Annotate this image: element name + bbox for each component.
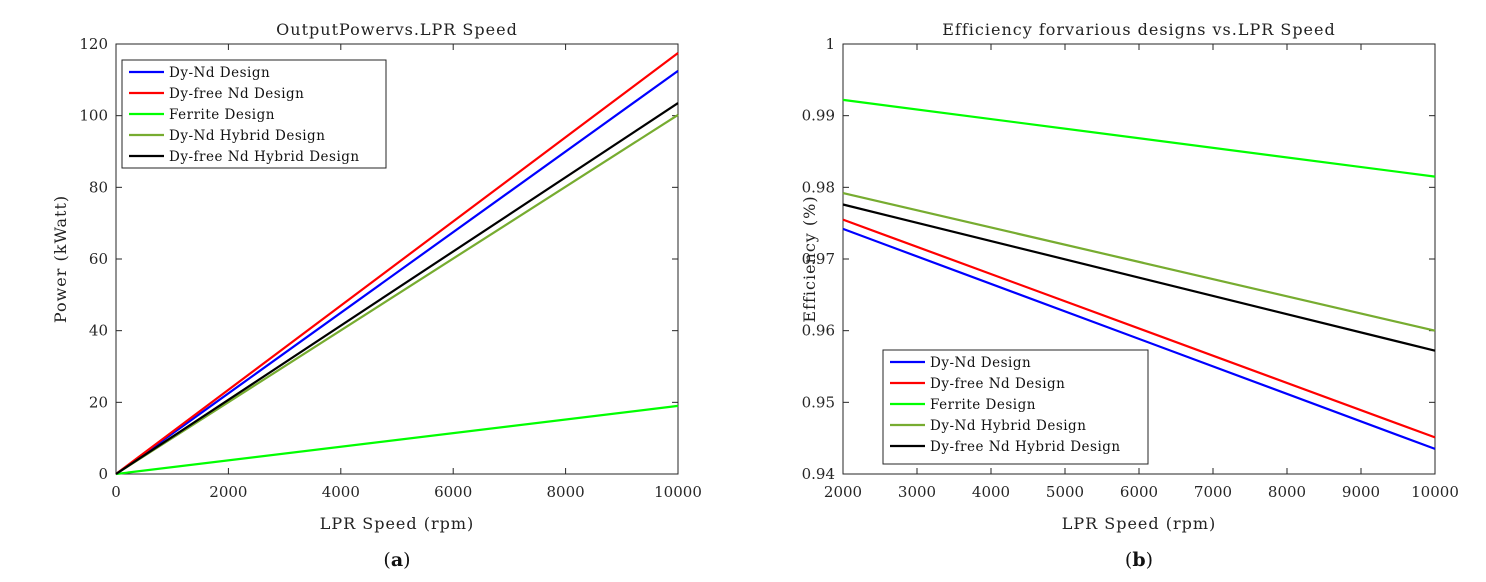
- y-tick-label: 120: [79, 35, 108, 53]
- caption-letter: b: [1132, 549, 1145, 571]
- series-line-dy-free-nd-design: [842, 218, 1436, 439]
- series-line-dy-free-nd-hybrid-design: [842, 203, 1436, 352]
- x-tick-label: 2000: [209, 483, 247, 501]
- y-tick-label: 0: [98, 465, 108, 483]
- series-line-dy-nd-design: [115, 70, 679, 475]
- x-axis-label: LPR Speed (rpm): [1062, 514, 1217, 533]
- x-tick-label: 2000: [824, 483, 862, 501]
- caption-open-paren: (: [383, 549, 390, 571]
- legend-entry: Dy-Nd Design: [169, 65, 270, 81]
- legend-entry: Dy-free Nd Design: [930, 376, 1065, 392]
- x-tick-label: 8000: [547, 483, 585, 501]
- caption-letter: a: [391, 549, 403, 571]
- legend-entry: Dy-Nd Hybrid Design: [169, 128, 325, 144]
- y-tick-label: 0.96: [802, 322, 835, 340]
- x-tick-label: 3000: [898, 483, 936, 501]
- caption-close-paren: ): [1146, 549, 1153, 571]
- caption-open-paren: (: [1125, 549, 1132, 571]
- y-tick-label: 0.97: [802, 250, 835, 268]
- legend: Dy-Nd Design Dy-free Nd Design Ferrite Des…: [121, 59, 387, 169]
- series-line-dy-free-nd-hybrid-design: [115, 102, 679, 475]
- x-axis-label: LPR Speed (rpm): [320, 514, 475, 533]
- y-axis-label: Power (kWatt): [51, 195, 70, 323]
- x-tick-label: 6000: [434, 483, 472, 501]
- x-tick-label: 5000: [1046, 483, 1084, 501]
- chart-panel-b: 2000 3000 4000 5000 6000 7000 8000 9000 10000 0.9…: [800, 20, 1459, 571]
- chart-title: Efficiency forvarious designs vs.LPR Spe…: [942, 20, 1335, 39]
- chart-title: OutputPowervs.LPR Speed: [276, 20, 518, 39]
- x-tick-label: 9000: [1342, 483, 1380, 501]
- x-tick-label: 10000: [1411, 483, 1459, 501]
- y-axis-label: Efficiency (%): [800, 195, 819, 322]
- y-tick-label: 40: [89, 322, 108, 340]
- y-tick-label: 100: [79, 107, 108, 125]
- series-line-dy-nd-hybrid-design: [115, 113, 679, 475]
- series-line-dy-free-nd-design: [115, 52, 679, 475]
- legend: Dy-Nd Design Dy-free Nd Design Ferrite Des…: [882, 349, 1149, 465]
- x-tick-label: 8000: [1268, 483, 1306, 501]
- y-tick-label: 0.99: [802, 107, 835, 125]
- series-line-ferrite-design: [842, 98, 1436, 178]
- series-line-dy-nd-design: [842, 227, 1436, 450]
- y-tick-label: 0.94: [802, 465, 835, 483]
- legend-box: [882, 349, 1149, 465]
- series-line-dy-nd-hybrid-design: [842, 192, 1436, 332]
- legend-entry: Ferrite Design: [169, 107, 275, 123]
- legend-entry: Dy-Nd Design: [930, 355, 1031, 371]
- legend-entry: Dy-free Nd Design: [169, 86, 304, 102]
- legend-entry: Dy-Nd Hybrid Design: [930, 418, 1086, 434]
- legend-entry: Dy-free Nd Hybrid Design: [169, 149, 360, 165]
- x-tick-label: 10000: [654, 483, 702, 501]
- y-tick-label: 0.95: [802, 393, 835, 411]
- x-tick-label: 6000: [1120, 483, 1158, 501]
- x-tick-label: 4000: [322, 483, 360, 501]
- caption-close-paren: ): [403, 549, 410, 571]
- x-tick-label: 4000: [972, 483, 1010, 501]
- y-tick-label: 80: [89, 178, 108, 196]
- x-tick-label: 0: [111, 483, 121, 501]
- chart-panel-a: 0 2000 4000 6000 8000 10000 0 20 40 60 80 100 120 Out…: [51, 20, 702, 571]
- y-tick-label: 20: [89, 393, 108, 411]
- y-tick-label: 0.98: [802, 178, 835, 196]
- x-tick-label: 7000: [1194, 483, 1232, 501]
- legend-entry: Dy-free Nd Hybrid Design: [930, 439, 1121, 455]
- y-tick-label: 1: [825, 35, 835, 53]
- series-line-ferrite-design: [115, 404, 679, 476]
- panel-caption: (a): [383, 549, 410, 571]
- legend-entry: Ferrite Design: [930, 397, 1036, 413]
- legend-box: [121, 59, 387, 169]
- panel-caption: (b): [1125, 549, 1153, 571]
- y-tick-label: 60: [89, 250, 108, 268]
